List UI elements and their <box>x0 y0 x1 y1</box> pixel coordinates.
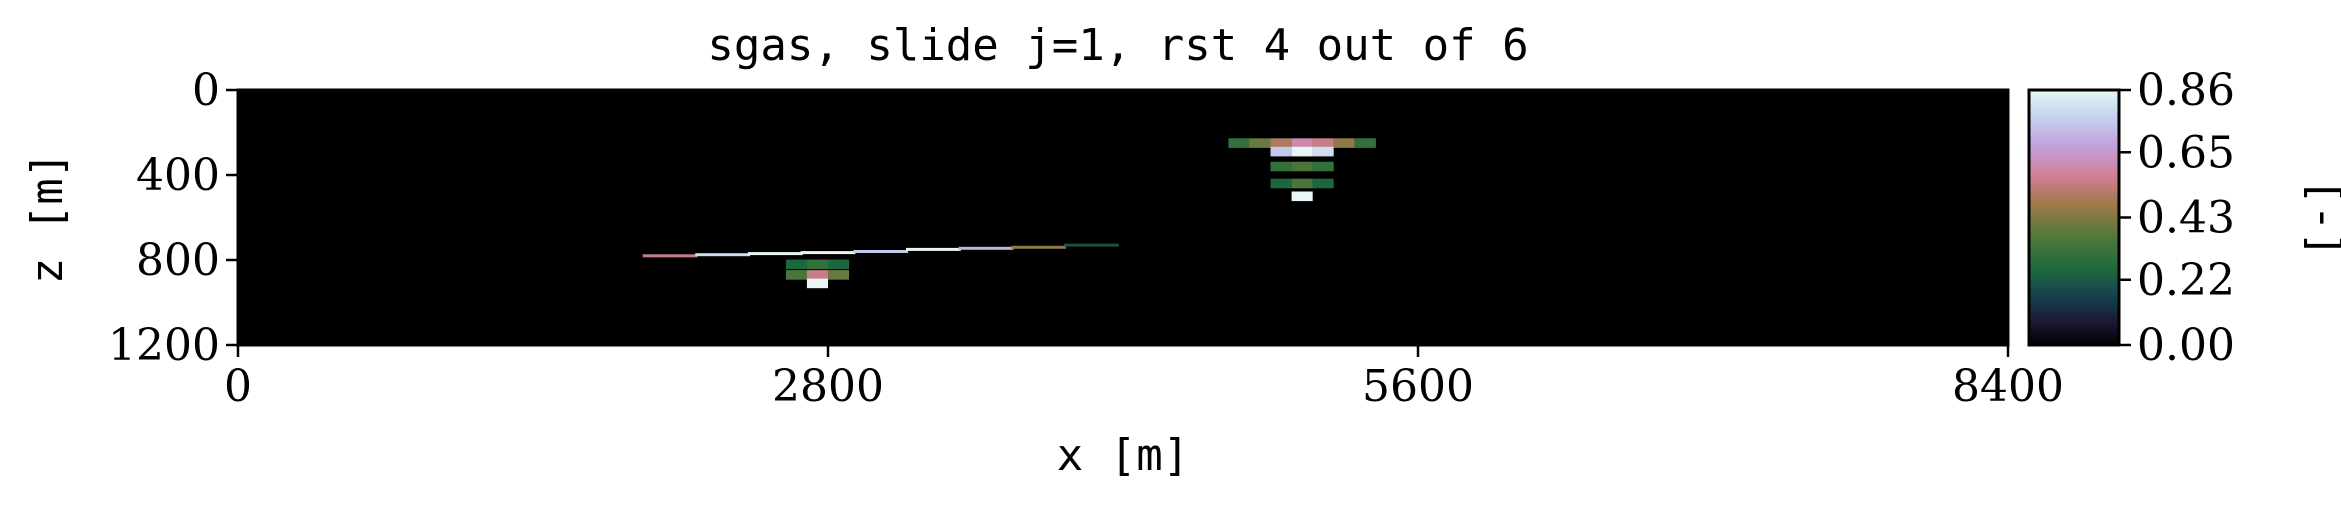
y-axis-label: z [m] <box>22 152 73 284</box>
heatmap-cell-plume-right-column <box>1312 161 1334 172</box>
y-tick-label: 0 <box>192 65 220 116</box>
x-tick-label: 8400 <box>1952 361 2064 412</box>
x-axis: 0 2800 5600 8400 <box>224 345 2064 412</box>
colorbar-label: [-] <box>2299 178 2341 257</box>
y-tick-label: 400 <box>136 150 220 201</box>
y-axis: 0 400 800 1200 <box>108 65 238 371</box>
y-tick-label: 800 <box>136 235 220 286</box>
heatmap-cell-plume-left-layer <box>800 251 856 255</box>
heatmap-cell-plume-left-layer <box>958 246 1014 250</box>
heatmap-cell-plume-left-layer <box>695 253 751 257</box>
heatmap-cells <box>642 138 1376 289</box>
colorbar-tick-label: 0.00 <box>2137 320 2235 371</box>
heatmap-cell-plume-left-layer <box>1064 243 1119 247</box>
x-axis-label: x [m] <box>1057 430 1189 481</box>
heatmap-cell-plume-right-cap <box>1312 146 1334 157</box>
x-tick-label: 0 <box>224 361 252 412</box>
heatmap-cell-plume-left-column <box>828 270 850 280</box>
heatmap-cell-plume-left-column <box>785 259 807 270</box>
colorbar <box>2027 88 2121 347</box>
heatmap-cell-plume-right-cap <box>1333 138 1355 148</box>
heatmap-cell-plume-right-cap <box>1270 146 1292 157</box>
heatmap-cell-plume-right-column <box>1270 161 1292 172</box>
colorbar-tick-label: 0.86 <box>2137 65 2235 116</box>
heatmap-cell-plume-right-cap <box>1270 138 1292 148</box>
heatmap-cell-plume-left-layer <box>747 252 803 256</box>
heatmap-cell-plume-right-cap <box>1312 138 1334 148</box>
heatmap-cell-plume-left-layer <box>642 254 698 258</box>
heatmap-cell-plume-right-cap <box>1249 138 1271 148</box>
x-tick-label: 2800 <box>772 361 884 412</box>
heatmap-cell-plume-right-cap <box>1291 138 1313 148</box>
heatmap-cell-plume-right-column <box>1291 178 1313 189</box>
heatmap-cell-plume-right-cap <box>1354 138 1376 148</box>
heatmap-cell-plume-right-column <box>1270 178 1292 189</box>
y-tick-label: 1200 <box>108 320 220 371</box>
heatmap-cell-plume-left-layer <box>1011 245 1067 249</box>
heatmap-cell-plume-right-column <box>1291 191 1313 202</box>
chart-title: sgas, slide j=1, rst 4 out of 6 <box>707 20 1528 71</box>
heatmap-cell-plume-left-column <box>785 270 807 280</box>
x-tick-label: 5600 <box>1362 361 1474 412</box>
heatmap-cell-plume-left-column <box>828 259 850 270</box>
colorbar-ticks: 0.00 0.22 0.43 0.65 0.86 <box>2119 65 2235 371</box>
plot-frame <box>236 88 2010 347</box>
heatmap-cell-plume-right-cap <box>1228 138 1250 148</box>
heatmap-cell-plume-right-cap <box>1291 146 1313 157</box>
colorbar-tick-label: 0.22 <box>2137 255 2235 306</box>
colorbar-tick-label: 0.65 <box>2137 127 2235 178</box>
heatmap-cell-plume-left-column <box>806 278 828 289</box>
heatmap-cell-plume-right-column <box>1312 178 1334 189</box>
heatmap-cell-plume-left-layer <box>906 247 961 251</box>
heatmap-cell-plume-right-column <box>1291 161 1313 172</box>
heatmap-cell-plume-left-layer <box>853 250 909 253</box>
heatmap-cell-plume-left-column <box>806 270 828 280</box>
heatmap-cell-plume-left-column <box>806 259 828 270</box>
plot-area <box>238 90 2008 345</box>
colorbar-tick-label: 0.43 <box>2137 193 2235 244</box>
